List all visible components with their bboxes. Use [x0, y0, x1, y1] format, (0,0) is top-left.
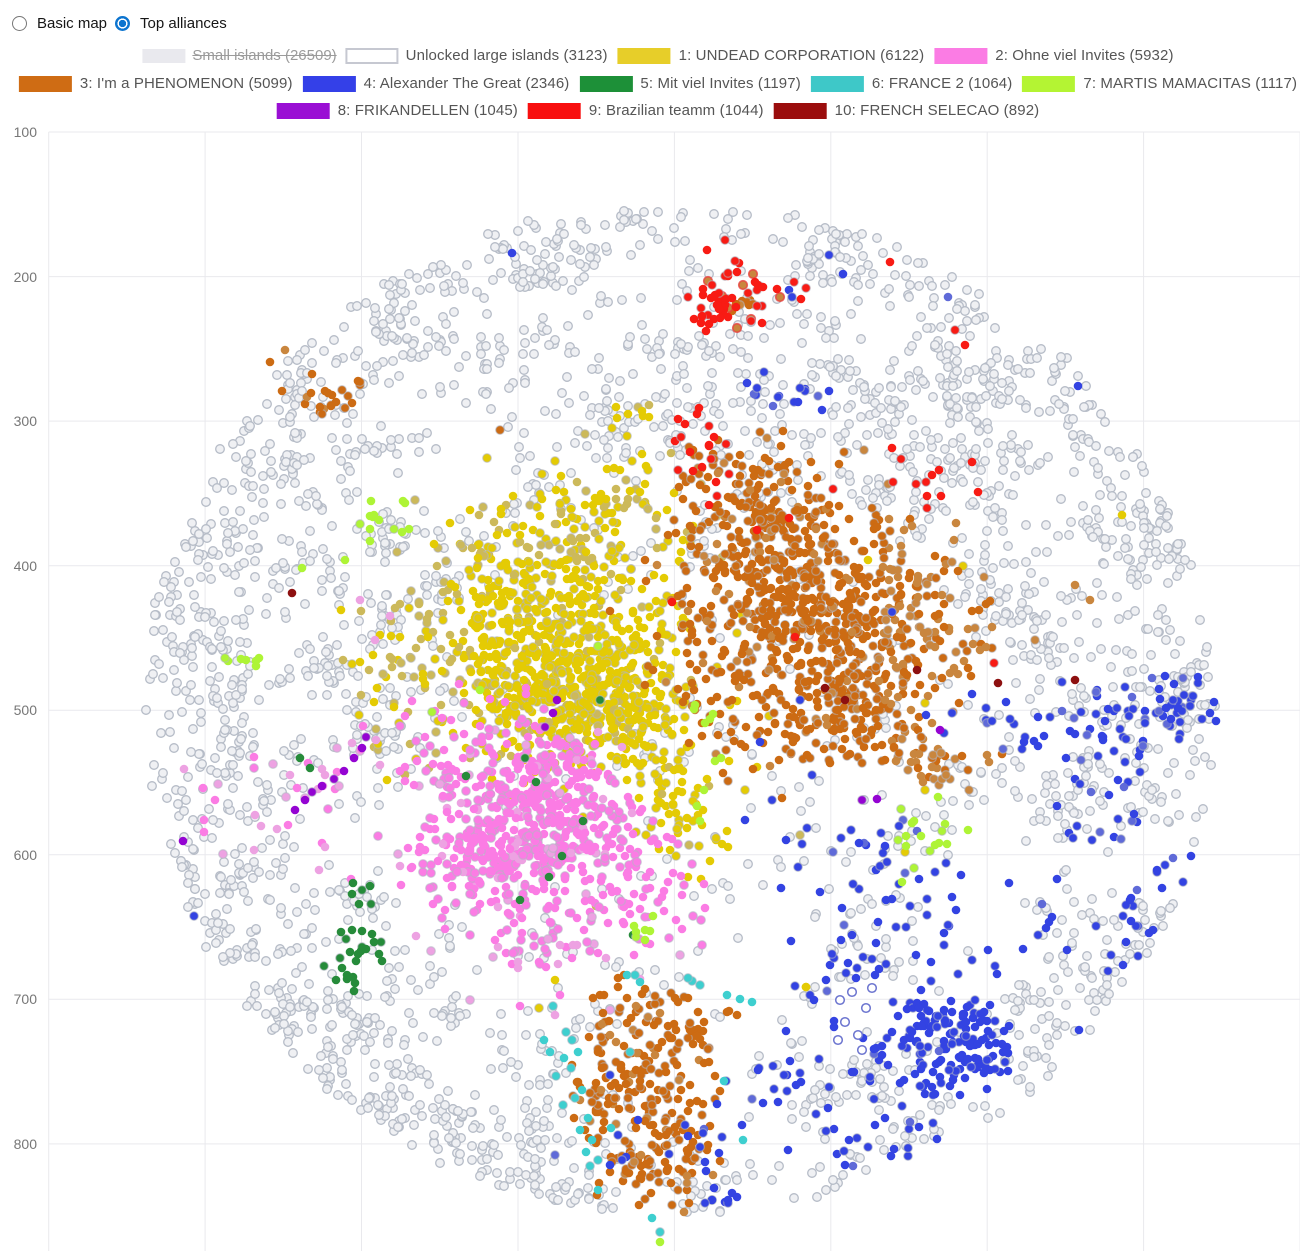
svg-text:400: 400	[14, 558, 38, 574]
svg-text:200: 200	[14, 269, 38, 285]
svg-text:800: 800	[14, 1136, 38, 1152]
svg-text:600: 600	[14, 847, 38, 863]
svg-text:500: 500	[14, 702, 38, 718]
svg-text:300: 300	[14, 413, 38, 429]
svg-text:700: 700	[14, 991, 38, 1007]
svg-text:100: 100	[14, 124, 38, 140]
